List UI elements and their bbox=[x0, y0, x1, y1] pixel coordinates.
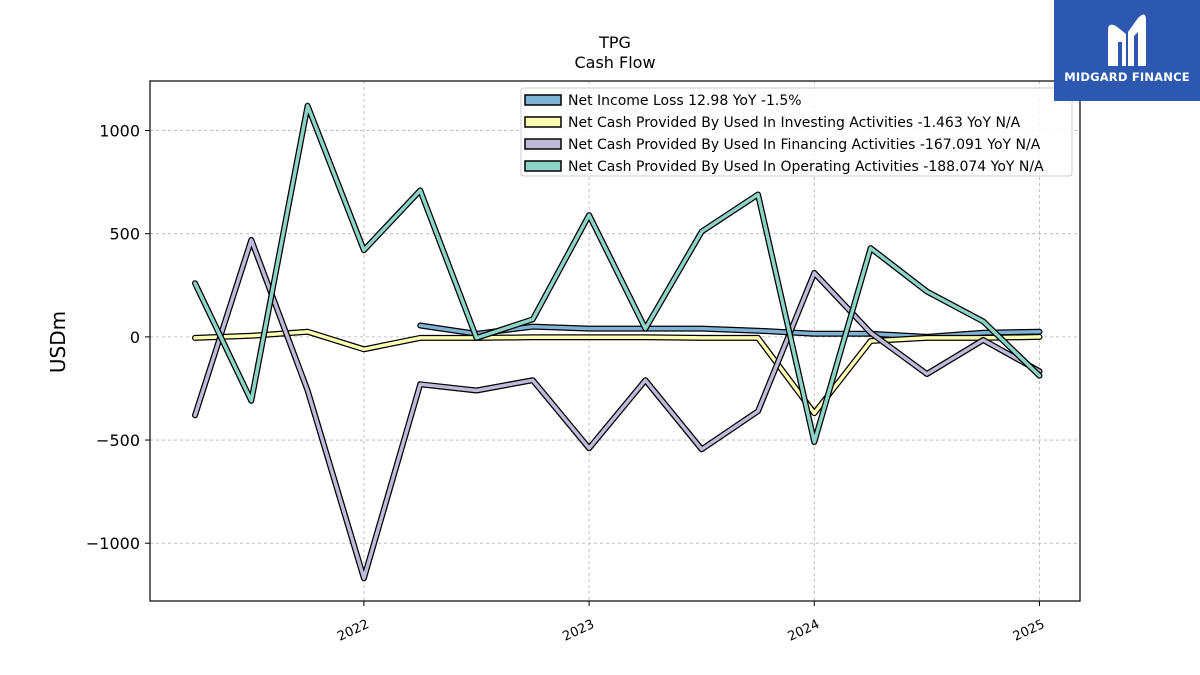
legend-label: Net Cash Provided By Used In Investing A… bbox=[568, 115, 1021, 131]
series-outline-net-cash-provided-by-used-in-investing-activities bbox=[192, 328, 1043, 417]
legend-label: Net Cash Provided By Used In Operating A… bbox=[568, 159, 1044, 175]
series-line-net-cash-provided-by-used-in-financing-activities bbox=[193, 238, 1042, 581]
y-axis-label: USDm bbox=[46, 311, 70, 373]
y-tick-label: −1000 bbox=[86, 534, 140, 553]
legend-swatch bbox=[524, 116, 562, 128]
series-line-net-cash-provided-by-used-in-operating-activities bbox=[193, 104, 1042, 444]
legend-label: Net Income Loss 12.98 YoY -1.5% bbox=[568, 93, 802, 109]
chart-subtitle: Cash Flow bbox=[574, 53, 655, 72]
plot-frame bbox=[149, 80, 1081, 602]
series-line-net-cash-provided-by-used-in-investing-activities bbox=[193, 329, 1042, 415]
legend-swatch bbox=[524, 94, 562, 106]
legend-swatch bbox=[524, 138, 562, 150]
y-tick-label: −500 bbox=[96, 431, 140, 450]
x-tick-label: 2023 bbox=[560, 617, 596, 645]
legend-swatch bbox=[524, 160, 562, 172]
series-lines bbox=[192, 102, 1043, 582]
midgard-finance-logo: MIDGARD FINANCE bbox=[1054, 0, 1200, 101]
y-tick-label: 1000 bbox=[99, 122, 140, 141]
legend-box bbox=[520, 87, 1073, 177]
y-tick-label: 0 bbox=[130, 328, 140, 347]
axes: 1000 500 0 −500 −1000 2022 2023 2024 2025 bbox=[86, 122, 1047, 645]
chart-title: TPG bbox=[598, 33, 631, 52]
legend-label: Net Cash Provided By Used In Financing A… bbox=[568, 137, 1041, 153]
logo-text: MIDGARD FINANCE bbox=[1064, 70, 1190, 84]
y-tick-label: 500 bbox=[109, 225, 140, 244]
x-tick-label: 2022 bbox=[335, 617, 371, 645]
x-tick-label: 2025 bbox=[1011, 617, 1047, 645]
series-outline-net-cash-provided-by-used-in-financing-activities bbox=[192, 236, 1043, 582]
x-tick-label: 2024 bbox=[786, 617, 822, 645]
legend: Net Income Loss 12.98 YoY -1.5% Net Cash … bbox=[520, 87, 1073, 177]
midgard-m-logo-icon bbox=[1108, 14, 1146, 67]
